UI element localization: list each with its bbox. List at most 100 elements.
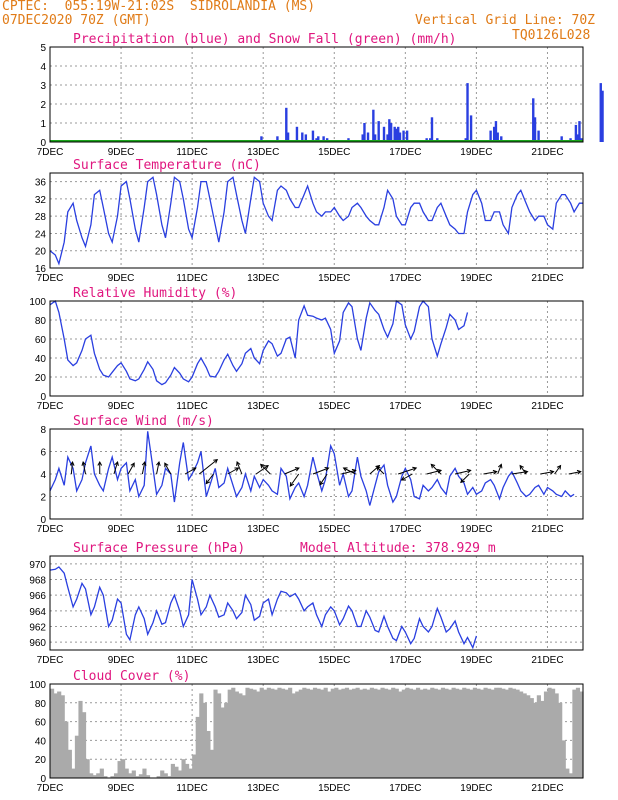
cloud-bar <box>245 687 250 778</box>
wind-arrow-head <box>294 467 300 472</box>
cloud-bar <box>515 689 520 778</box>
cloud-bar <box>373 688 378 778</box>
wind-arrow <box>70 461 74 475</box>
precip-bar <box>363 123 366 142</box>
cloud-bar <box>487 688 492 778</box>
cloud-bar <box>227 689 232 778</box>
cloud-bar <box>540 700 545 778</box>
precip-bar <box>533 117 537 142</box>
cloud-bar <box>472 687 477 778</box>
wind-arrow <box>426 469 442 475</box>
precip-bar <box>430 117 434 142</box>
wind-arrow-head <box>114 461 119 467</box>
precip-bar <box>276 136 279 142</box>
cloud-xtick-label: 7DEC <box>37 783 64 794</box>
cloud-bar <box>352 688 357 778</box>
cloud-bar <box>479 689 485 778</box>
precip-bar <box>388 119 391 142</box>
cloud-bar <box>78 700 83 778</box>
precip-bar <box>317 136 320 142</box>
precip-frame <box>49 46 584 143</box>
cloud-bar <box>266 687 271 778</box>
cloud-ytick-label: 0 <box>40 774 46 785</box>
wind-xtick-label: 21DEC <box>531 524 563 535</box>
cloud-bar <box>561 740 566 778</box>
precip-bar <box>496 132 499 142</box>
cloud-bar <box>113 773 119 778</box>
wind-ytick-label: 8 <box>40 425 46 436</box>
temp-ytick-label: 20 <box>35 247 47 258</box>
cloud-bar <box>234 691 239 778</box>
wind-arrow <box>260 464 271 475</box>
pressure-ytick-label: 960 <box>29 638 46 649</box>
cloud-bar <box>568 773 573 778</box>
cloud-bar <box>74 735 80 778</box>
precip-title: Precipitation (blue) and Snow Fall (gree… <box>73 32 457 47</box>
pressure-series-line <box>49 566 478 650</box>
cloud-bar <box>348 689 353 778</box>
wind-arrow-head <box>497 463 503 469</box>
wind-arrow-head <box>81 460 87 466</box>
wind-arrow-head <box>156 460 161 466</box>
cloud-bar <box>543 691 549 778</box>
pressure-ytick-label: 966 <box>29 591 46 602</box>
wind-arrow-head <box>342 467 348 472</box>
wind-arrow-head <box>376 466 381 471</box>
pressure-panel: 960 962 964 966 968 970 7DEC 9DEC 11DEC 13DEC 15DE… <box>29 541 584 666</box>
cloud-bar <box>344 687 350 778</box>
wind-arrow-head <box>191 467 197 472</box>
wind-arrow <box>164 462 172 475</box>
temp-xtick-label: 11DEC <box>176 273 208 284</box>
precip-bar <box>599 83 602 142</box>
cloud-bar <box>412 689 417 778</box>
cloud-bar <box>419 689 424 778</box>
pressure-ytick-label: 962 <box>29 623 46 634</box>
cloud-title: Cloud Cover (%) <box>73 669 190 684</box>
cloud-bar <box>192 754 197 778</box>
cloud-bar <box>170 763 175 778</box>
wind-arrow <box>284 467 300 475</box>
wind-arrow-head <box>351 468 357 474</box>
cloud-bar <box>156 776 161 778</box>
cloud-bar <box>89 773 94 778</box>
wind-arrow <box>401 473 413 481</box>
cloud-bar <box>376 689 382 778</box>
wind-arrow <box>497 464 502 475</box>
cloud-xtick-label: 11DEC <box>176 783 208 794</box>
wind-arrow-head <box>492 469 498 475</box>
wind-xtick-label: 13DEC <box>247 524 279 535</box>
cloud-bar <box>312 687 318 778</box>
precip-bar <box>286 132 290 142</box>
cloud-bar <box>284 689 289 778</box>
cloud-bar <box>494 687 499 778</box>
cloud-bar <box>103 776 108 778</box>
precip-ytick-label: 0 <box>40 138 46 149</box>
cloud-bar <box>572 689 577 778</box>
cloud-bar <box>181 759 186 778</box>
rh-ytick-label: 100 <box>29 297 46 308</box>
precip-bar <box>601 90 604 142</box>
cloud-bar <box>117 761 122 778</box>
temp-panel: 16 20 24 28 32 36 7DEC 9DEC 11DEC 13DEC 15DEC 17DEC… <box>35 158 584 284</box>
cloud-bar <box>138 774 143 778</box>
precip-bar <box>397 126 400 142</box>
cloud-bar <box>128 773 133 778</box>
rh-xtick-label: 13DEC <box>247 401 279 412</box>
cloud-bar <box>50 688 55 778</box>
precip-bar <box>373 134 377 142</box>
cloud-bar <box>362 688 367 778</box>
cloud-bar <box>71 768 76 778</box>
cloud-bar <box>259 687 264 778</box>
wind-arrow <box>205 473 214 484</box>
cloud-bar <box>177 770 183 778</box>
header-date: 07DEC2020 70Z (GMT) <box>2 13 151 28</box>
pressure-xtick-label: 13DEC <box>247 655 279 666</box>
cloud-bar <box>366 689 371 778</box>
cloud-bar <box>380 687 385 778</box>
temp-xtick-label: 7DEC <box>37 273 64 284</box>
wind-arrow-head <box>234 467 240 472</box>
rh-xtick-label: 17DEC <box>389 401 421 412</box>
wind-arrow-head <box>164 462 169 468</box>
cloud-bar <box>256 691 261 778</box>
